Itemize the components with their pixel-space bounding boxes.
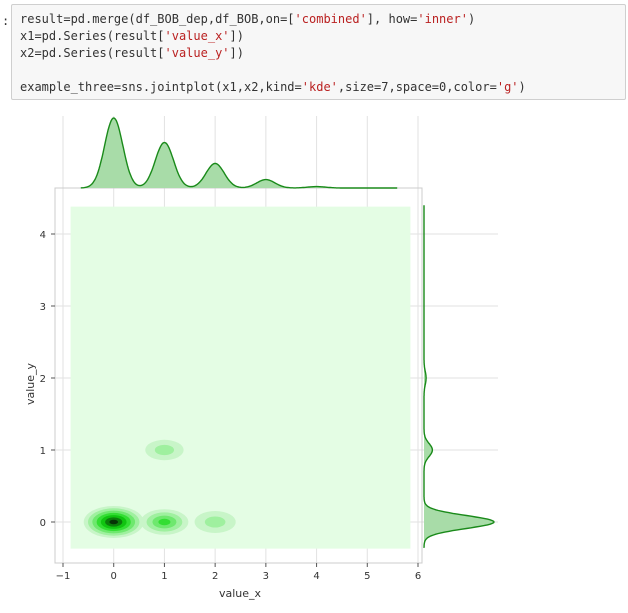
code-token: example_three=sns.jointplot(x1,x2,kind= — [20, 80, 302, 94]
kde-contour-level — [158, 518, 171, 526]
cell-prompt: : — [2, 14, 10, 28]
code-line: example_three=sns.jointplot(x1,x2,kind='… — [20, 79, 526, 96]
kde-contour-level — [204, 516, 226, 528]
y-axis-label: value_y — [24, 362, 37, 405]
y-tick-label: 4 — [40, 230, 46, 241]
code-string-token: 'combined' — [294, 12, 367, 26]
axis-ticks: −1 0 1 2 3 4 5 6 0 1 2 3 4 — [40, 230, 422, 582]
code-string-token: 'g' — [496, 80, 519, 94]
x-tick-label: 2 — [212, 571, 218, 582]
code-string-token: 'inner' — [417, 12, 468, 26]
code-string-token: 'value_x' — [164, 29, 230, 43]
x-axis-label: value_x — [219, 587, 262, 600]
code-text[interactable]: result=pd.merge(df_BOB_dep,df_BOB,on=['c… — [20, 11, 526, 96]
kde-contours — [70, 206, 411, 549]
marginal-x-line — [80, 117, 398, 189]
code-line: x2=pd.Series(result['value_y']) — [20, 45, 526, 62]
cell-output: −1 0 1 2 3 4 5 6 0 1 2 3 4 value_x value_y — [0, 110, 628, 609]
code-string-token: 'kde' — [301, 80, 338, 94]
code-token: x1=pd.Series(result[ — [20, 29, 165, 43]
code-line: result=pd.merge(df_BOB_dep,df_BOB,on=['c… — [20, 11, 526, 28]
code-token: ]) — [229, 29, 244, 43]
kde-contour-level — [154, 444, 175, 456]
x-tick-label: 4 — [313, 571, 319, 582]
y-tick-label: 1 — [40, 446, 46, 457]
code-string-token: 'value_y' — [164, 46, 230, 60]
y-tick-label: 0 — [40, 518, 46, 529]
x-tick-label: 5 — [364, 571, 370, 582]
marginal-y-kde — [423, 205, 495, 548]
code-token: ) — [467, 12, 476, 26]
code-token: ], how= — [366, 12, 418, 26]
marginal-x-fill — [80, 118, 398, 188]
code-line — [20, 62, 526, 79]
x-tick-label: 3 — [263, 571, 269, 582]
x-tick-label: 0 — [111, 571, 117, 582]
marginal-y-line — [423, 205, 495, 548]
code-line: x1=pd.Series(result['value_x']) — [20, 28, 526, 45]
code-token: result=pd.merge(df_BOB_dep,df_BOB,on=[ — [20, 12, 295, 26]
code-token: ]) — [229, 46, 244, 60]
jointplot-figure: −1 0 1 2 3 4 5 6 0 1 2 3 4 value_x value_y — [24, 116, 498, 600]
x-tick-label: 6 — [415, 571, 421, 582]
code-token: x2=pd.Series(result[ — [20, 46, 165, 60]
x-tick-label: 1 — [161, 571, 167, 582]
marginal-y-grid — [422, 233, 498, 523]
marginal-x-kde — [80, 117, 398, 189]
kde-background-fill — [70, 206, 411, 549]
code-token: ,size=7,space=0,color= — [337, 80, 497, 94]
y-tick-label: 3 — [40, 302, 46, 313]
marginal-y-fill — [424, 205, 494, 548]
y-tick-label: 2 — [40, 374, 46, 385]
code-cell-input[interactable]: result=pd.merge(df_BOB_dep,df_BOB,on=['c… — [11, 4, 626, 100]
x-tick-label: −1 — [56, 571, 71, 582]
code-token: ) — [518, 80, 526, 94]
kde-contour-level — [109, 519, 119, 525]
